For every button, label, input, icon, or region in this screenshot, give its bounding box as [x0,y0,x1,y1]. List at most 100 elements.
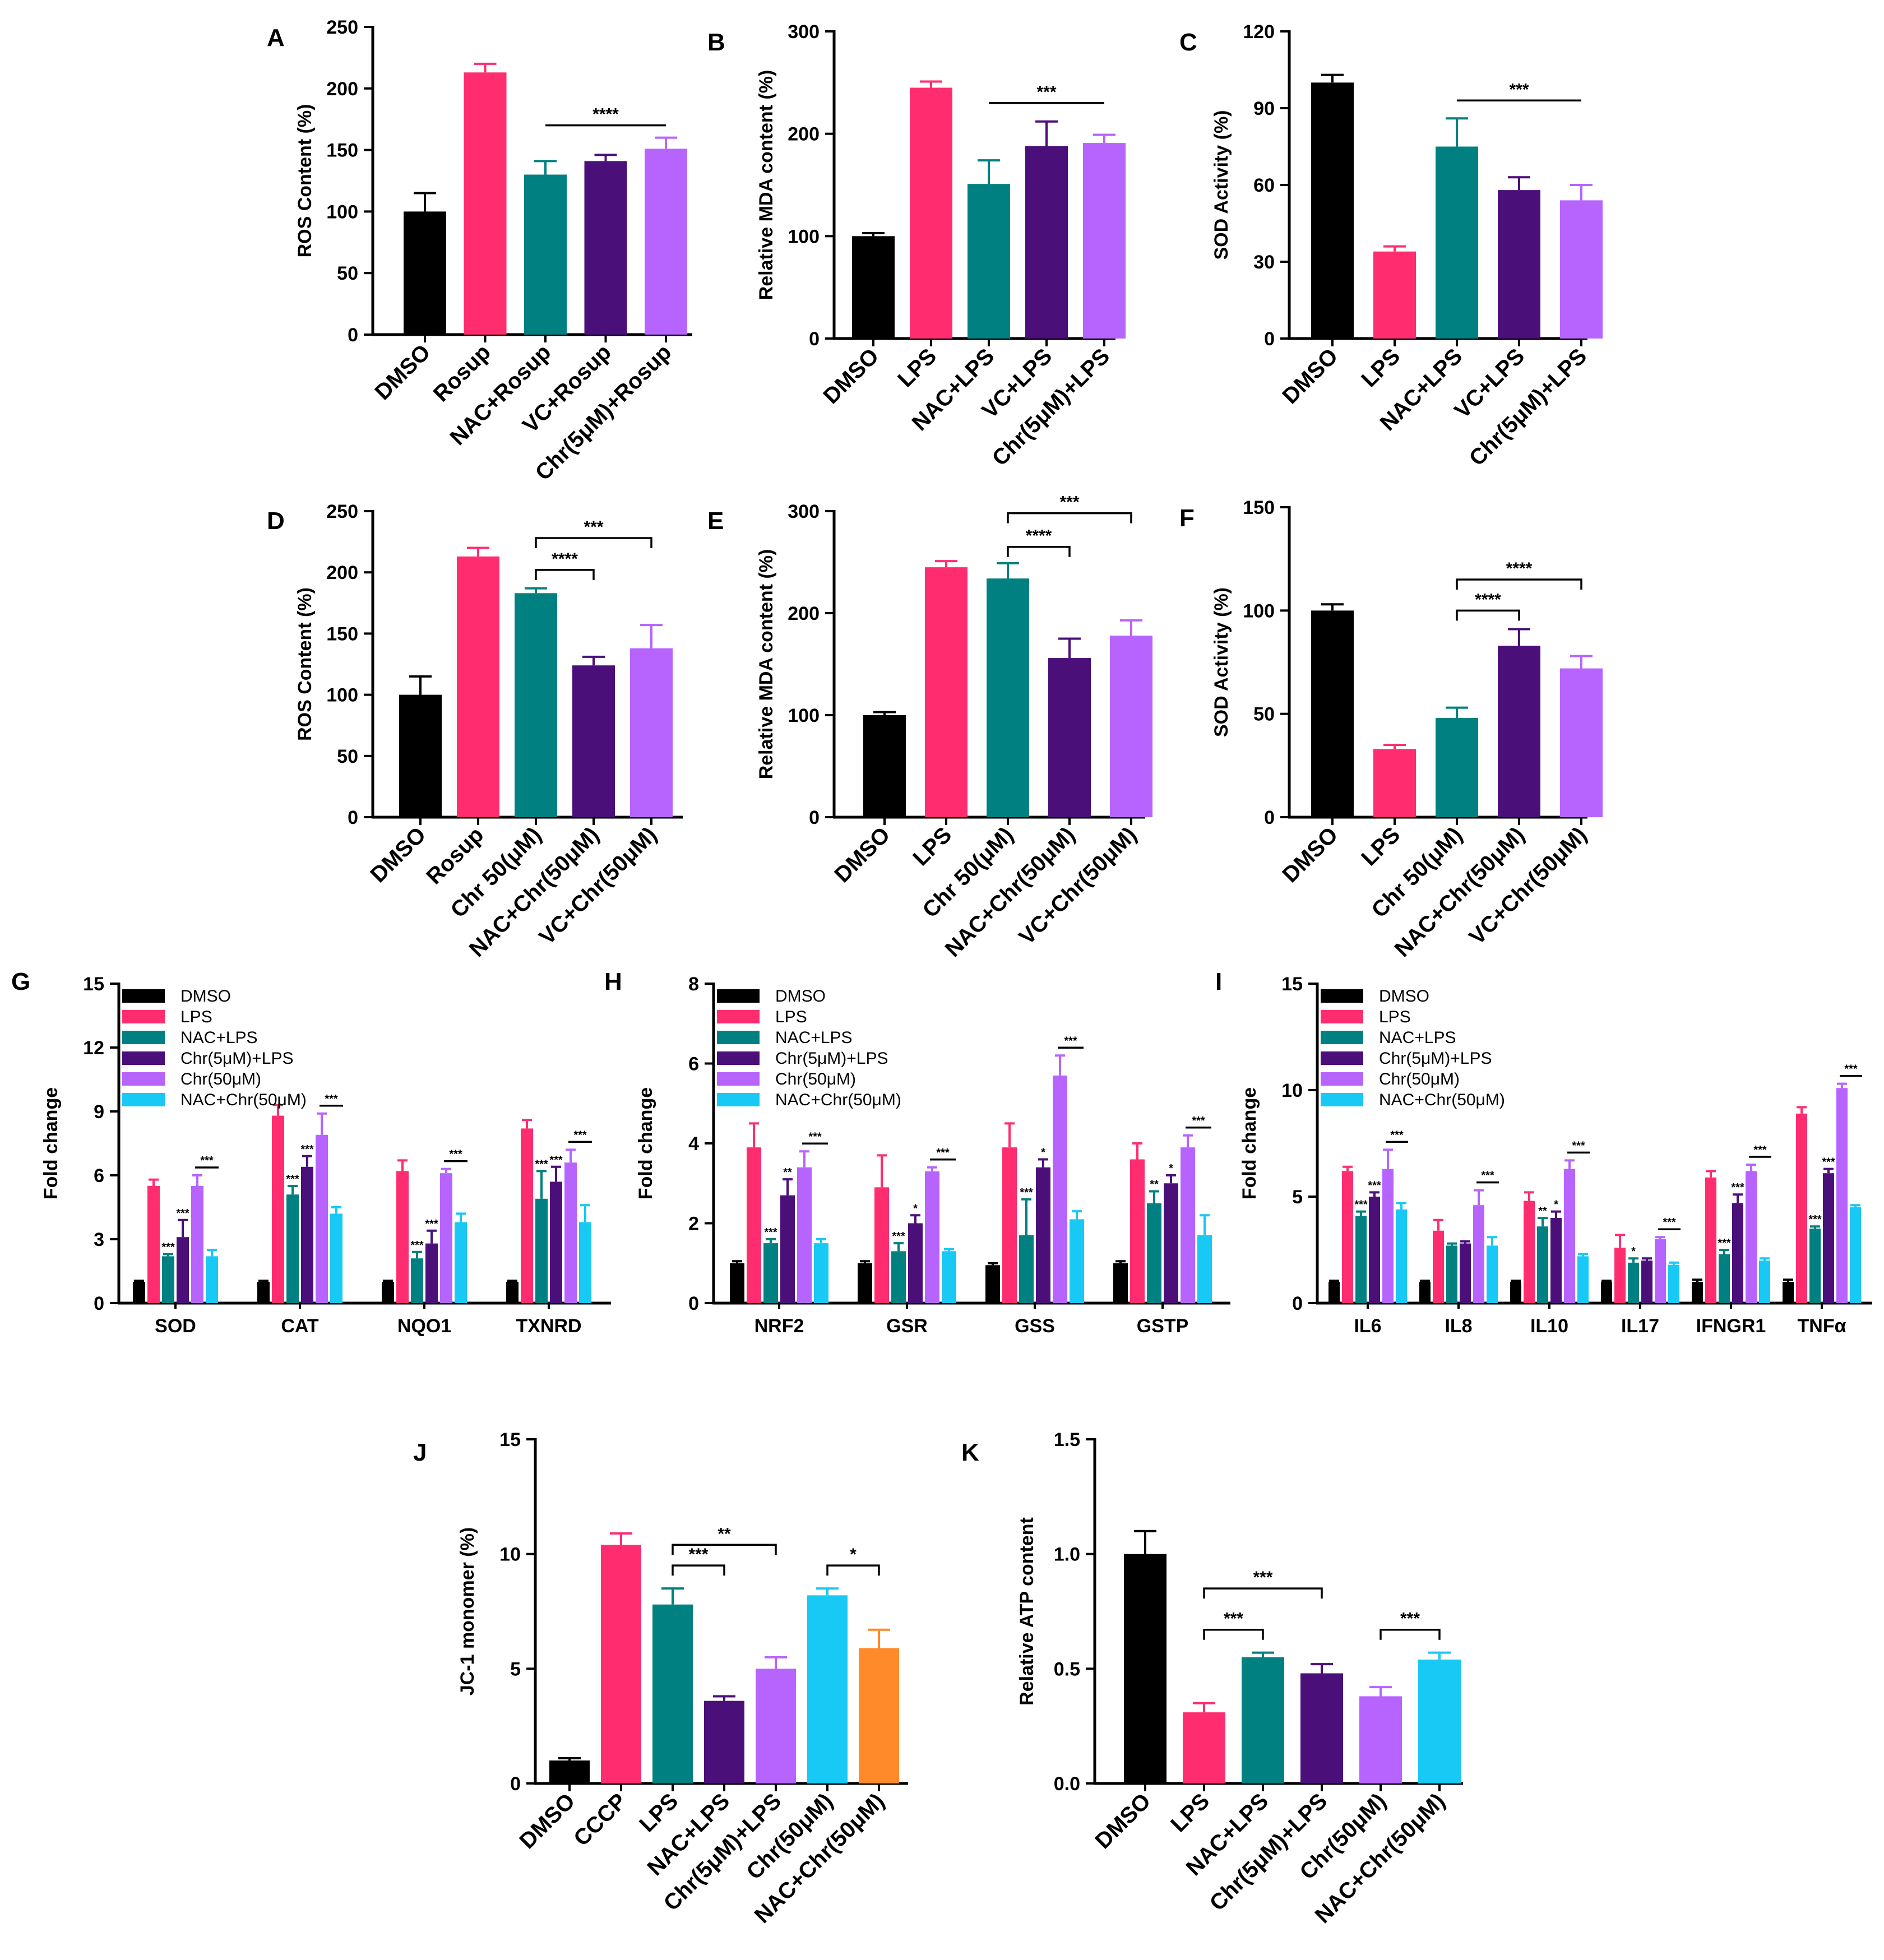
bar [1418,1659,1461,1783]
significance-label: * [850,1545,857,1564]
bar [1460,1243,1471,1303]
bar [1823,1173,1834,1303]
bar [942,1251,956,1303]
significance-label: *** [892,1230,905,1243]
significance-label: *** [688,1545,708,1564]
bar [425,1243,438,1303]
y-tick-label: 50 [337,746,358,767]
significance-label: *** [286,1173,299,1185]
bar [1759,1261,1770,1303]
bar [1342,1171,1353,1303]
x-tick-label: IL8 [1445,1315,1472,1337]
legend-swatch [122,1031,165,1044]
bar [1070,1219,1084,1303]
bar [1419,1282,1431,1303]
y-tick-label: 6 [688,1054,699,1075]
legend-swatch [1321,1051,1363,1065]
significance-label: *** [325,1093,338,1105]
y-tick-label: 10 [1281,1080,1303,1101]
y-axis-label: SOD Activity (%) [1211,587,1232,737]
significance-label: *** [1059,493,1079,512]
panel-label: C [1179,29,1197,56]
y-axis-label: Fold change [635,1087,656,1199]
significance-label: *** [535,1158,548,1170]
significance-bracket [672,1564,725,1576]
bar [1796,1113,1807,1303]
bar [506,1282,519,1303]
bar [1036,1167,1050,1303]
bar [1746,1171,1757,1303]
bar [1083,143,1126,339]
significance-label: *** [410,1239,424,1252]
bar [1130,1159,1145,1303]
legend-swatch [122,1093,165,1106]
y-tick-label: 0 [688,1293,699,1314]
bar [521,1128,533,1303]
x-tick-label: TNFα [1798,1315,1846,1337]
y-tick-label: 150 [326,623,358,645]
bar [780,1195,795,1303]
bar [1655,1239,1666,1303]
significance-label: *** [425,1218,438,1230]
x-tick-label: NQO1 [397,1315,451,1337]
bar [1560,200,1603,339]
bar [763,1243,778,1303]
y-tick-label: 30 [1253,252,1275,273]
bar [1537,1226,1548,1303]
x-tick-label: CAT [281,1315,319,1337]
bar [440,1173,452,1303]
significance-label: *** [200,1155,214,1167]
significance-label: *** [1822,1156,1835,1169]
y-axis-label: Fold change [1239,1087,1260,1199]
bar [1601,1282,1612,1303]
significance-label: *** [1718,1237,1731,1249]
bar [1564,1169,1575,1303]
significance-bracket [1456,609,1520,621]
legend-label: LPS [775,1008,807,1026]
legend-swatch [717,1031,760,1044]
y-axis-label: Fold change [40,1087,62,1199]
bar [1373,749,1416,817]
bar [1002,1147,1017,1303]
legend-label: Chr(5μM)+LPS [775,1049,888,1068]
y-tick-label: 0 [94,1293,104,1314]
significance-bracket [1380,1629,1441,1640]
legend-label: Chr(50μM) [1379,1070,1460,1088]
legend-swatch [1321,1031,1363,1044]
legend-label: Chr(50μM) [775,1070,856,1088]
legend-label: LPS [1379,1008,1411,1026]
y-tick-label: 0 [348,807,358,828]
significance-bracket [535,569,595,580]
y-tick-label: 100 [788,705,820,726]
y-tick-label: 0 [510,1773,521,1795]
bar [535,1198,548,1303]
significance-label: ** [718,1525,731,1543]
bar [1850,1207,1861,1303]
y-tick-label: 15 [499,1429,521,1451]
bar [859,1648,899,1783]
y-tick-label: 0 [1264,328,1275,350]
legend-label: Chr(5μM)+LPS [1379,1049,1492,1068]
bar [1614,1248,1626,1303]
y-tick-label: 9 [94,1101,104,1123]
x-tick-label: IFNGR1 [1696,1315,1766,1337]
y-tick-label: 200 [326,78,358,100]
bar [330,1213,342,1303]
bar [652,1604,693,1783]
significance-label: *** [549,1154,563,1166]
y-tick-label: 100 [788,226,820,247]
bar [630,648,673,817]
bar [1110,636,1152,817]
legend-label: DMSO [1379,987,1429,1006]
panel-label: I [1215,968,1222,995]
x-tick-label: DMSO [1277,822,1343,887]
bar [814,1243,828,1303]
y-tick-label: 15 [1281,974,1303,995]
bar [925,567,968,817]
y-tick-label: 100 [326,201,358,223]
